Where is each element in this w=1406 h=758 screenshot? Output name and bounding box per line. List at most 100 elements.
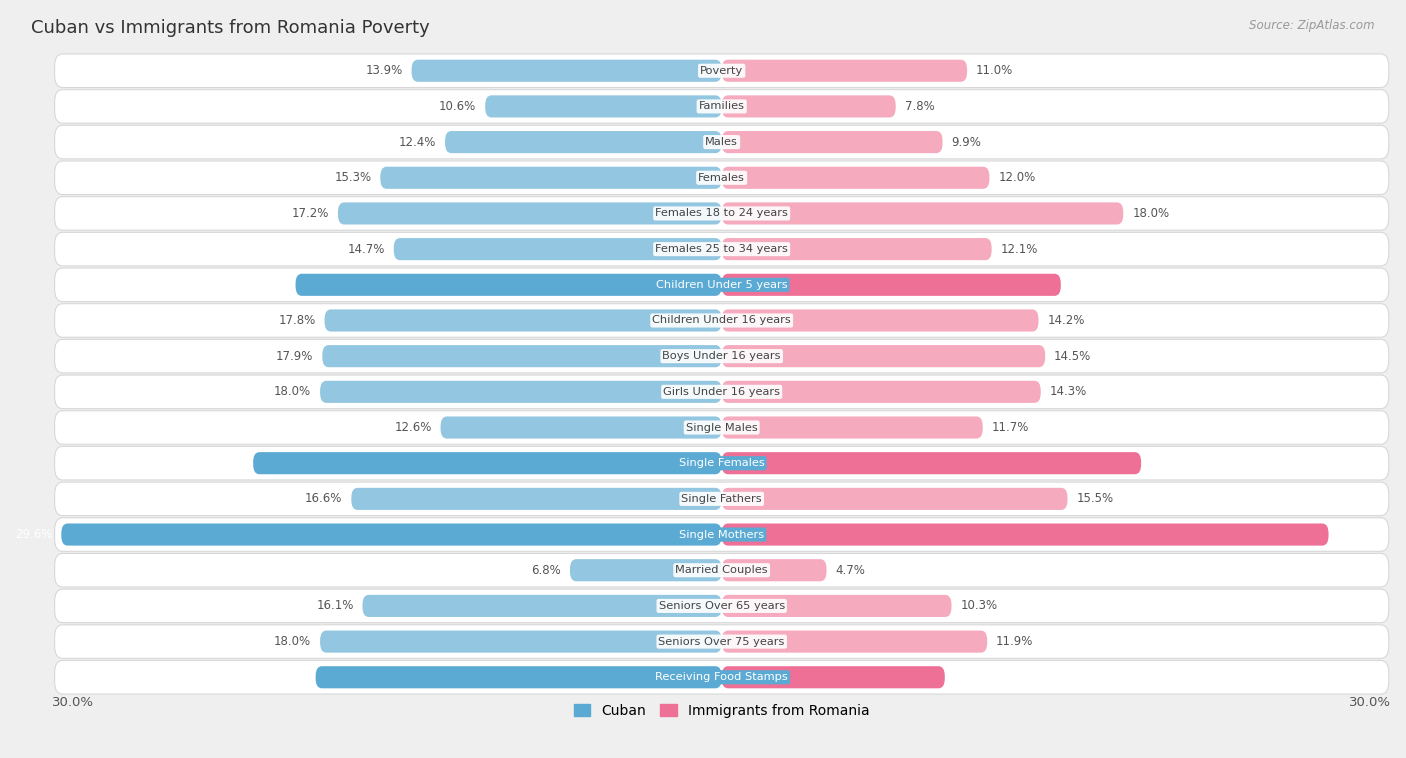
FancyBboxPatch shape: [325, 309, 721, 331]
Text: 30.0%: 30.0%: [1348, 696, 1391, 709]
Text: 9.9%: 9.9%: [952, 136, 981, 149]
Text: 18.2%: 18.2%: [270, 671, 307, 684]
Text: Females 18 to 24 years: Females 18 to 24 years: [655, 208, 789, 218]
FancyBboxPatch shape: [55, 161, 1389, 195]
Text: 10.0%: 10.0%: [953, 671, 991, 684]
FancyBboxPatch shape: [352, 488, 721, 510]
Text: 15.2%: 15.2%: [1070, 278, 1107, 291]
FancyBboxPatch shape: [721, 60, 967, 82]
FancyBboxPatch shape: [569, 559, 721, 581]
Text: 18.0%: 18.0%: [274, 635, 311, 648]
Text: 13.9%: 13.9%: [366, 64, 402, 77]
FancyBboxPatch shape: [721, 309, 1039, 331]
FancyBboxPatch shape: [721, 274, 1060, 296]
Text: 17.9%: 17.9%: [276, 349, 314, 362]
Text: 17.2%: 17.2%: [291, 207, 329, 220]
Text: Children Under 16 years: Children Under 16 years: [652, 315, 792, 325]
FancyBboxPatch shape: [721, 381, 1040, 403]
Text: 14.2%: 14.2%: [1047, 314, 1085, 327]
Text: Poverty: Poverty: [700, 66, 744, 76]
FancyBboxPatch shape: [321, 631, 721, 653]
FancyBboxPatch shape: [55, 482, 1389, 515]
Text: 18.8%: 18.8%: [1150, 457, 1187, 470]
Text: 6.8%: 6.8%: [531, 564, 561, 577]
FancyBboxPatch shape: [721, 452, 1142, 475]
Text: Single Females: Single Females: [679, 458, 765, 468]
FancyBboxPatch shape: [55, 340, 1389, 373]
FancyBboxPatch shape: [55, 660, 1389, 694]
FancyBboxPatch shape: [322, 345, 721, 367]
Text: 18.0%: 18.0%: [274, 385, 311, 399]
FancyBboxPatch shape: [721, 488, 1067, 510]
Text: 14.3%: 14.3%: [1050, 385, 1087, 399]
FancyBboxPatch shape: [55, 233, 1389, 266]
FancyBboxPatch shape: [55, 553, 1389, 587]
Text: 15.5%: 15.5%: [1077, 493, 1114, 506]
FancyBboxPatch shape: [721, 131, 942, 153]
FancyBboxPatch shape: [363, 595, 721, 617]
FancyBboxPatch shape: [295, 274, 721, 296]
FancyBboxPatch shape: [721, 345, 1045, 367]
FancyBboxPatch shape: [315, 666, 721, 688]
Text: 14.7%: 14.7%: [347, 243, 385, 255]
Text: 15.3%: 15.3%: [335, 171, 371, 184]
Text: 17.8%: 17.8%: [278, 314, 315, 327]
Text: Married Couples: Married Couples: [675, 565, 768, 575]
Text: 12.1%: 12.1%: [1001, 243, 1038, 255]
FancyBboxPatch shape: [62, 524, 721, 546]
Text: 11.7%: 11.7%: [991, 421, 1029, 434]
Text: Single Mothers: Single Mothers: [679, 530, 765, 540]
FancyBboxPatch shape: [721, 595, 952, 617]
Text: Cuban vs Immigrants from Romania Poverty: Cuban vs Immigrants from Romania Poverty: [31, 19, 430, 37]
Text: Single Males: Single Males: [686, 422, 758, 433]
FancyBboxPatch shape: [721, 96, 896, 117]
FancyBboxPatch shape: [55, 589, 1389, 622]
FancyBboxPatch shape: [721, 167, 990, 189]
Text: Seniors Over 65 years: Seniors Over 65 years: [658, 601, 785, 611]
FancyBboxPatch shape: [253, 452, 721, 475]
Text: Single Fathers: Single Fathers: [682, 494, 762, 504]
Text: 27.2%: 27.2%: [1337, 528, 1375, 541]
FancyBboxPatch shape: [381, 167, 721, 189]
Text: 12.4%: 12.4%: [399, 136, 436, 149]
Text: Girls Under 16 years: Girls Under 16 years: [664, 387, 780, 397]
Text: 11.0%: 11.0%: [976, 64, 1014, 77]
Text: Receiving Food Stamps: Receiving Food Stamps: [655, 672, 787, 682]
FancyBboxPatch shape: [55, 196, 1389, 230]
FancyBboxPatch shape: [55, 89, 1389, 124]
FancyBboxPatch shape: [721, 238, 991, 260]
Text: 29.6%: 29.6%: [15, 528, 52, 541]
Text: Females: Females: [699, 173, 745, 183]
FancyBboxPatch shape: [412, 60, 721, 82]
FancyBboxPatch shape: [440, 416, 721, 439]
Legend: Cuban, Immigrants from Romania: Cuban, Immigrants from Romania: [568, 698, 875, 723]
FancyBboxPatch shape: [485, 96, 721, 117]
Text: 12.6%: 12.6%: [394, 421, 432, 434]
FancyBboxPatch shape: [321, 381, 721, 403]
Text: 12.0%: 12.0%: [998, 171, 1036, 184]
FancyBboxPatch shape: [337, 202, 721, 224]
FancyBboxPatch shape: [55, 54, 1389, 87]
Text: Children Under 5 years: Children Under 5 years: [655, 280, 787, 290]
Text: Source: ZipAtlas.com: Source: ZipAtlas.com: [1250, 19, 1375, 32]
FancyBboxPatch shape: [446, 131, 721, 153]
FancyBboxPatch shape: [721, 416, 983, 439]
FancyBboxPatch shape: [721, 666, 945, 688]
Text: Seniors Over 75 years: Seniors Over 75 years: [658, 637, 785, 647]
FancyBboxPatch shape: [721, 559, 827, 581]
FancyBboxPatch shape: [55, 411, 1389, 444]
Text: 19.1%: 19.1%: [249, 278, 287, 291]
Text: 10.3%: 10.3%: [960, 600, 997, 612]
FancyBboxPatch shape: [721, 202, 1123, 224]
Text: 16.1%: 16.1%: [316, 600, 353, 612]
Text: 7.8%: 7.8%: [904, 100, 935, 113]
Text: 10.6%: 10.6%: [439, 100, 477, 113]
FancyBboxPatch shape: [394, 238, 721, 260]
Text: 30.0%: 30.0%: [52, 696, 94, 709]
FancyBboxPatch shape: [55, 304, 1389, 337]
FancyBboxPatch shape: [721, 524, 1329, 546]
Text: Boys Under 16 years: Boys Under 16 years: [662, 351, 780, 361]
FancyBboxPatch shape: [721, 631, 987, 653]
Text: 4.7%: 4.7%: [835, 564, 865, 577]
FancyBboxPatch shape: [55, 268, 1389, 302]
